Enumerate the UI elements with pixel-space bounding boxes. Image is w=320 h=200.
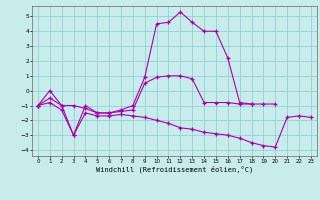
X-axis label: Windchill (Refroidissement éolien,°C): Windchill (Refroidissement éolien,°C): [96, 166, 253, 173]
